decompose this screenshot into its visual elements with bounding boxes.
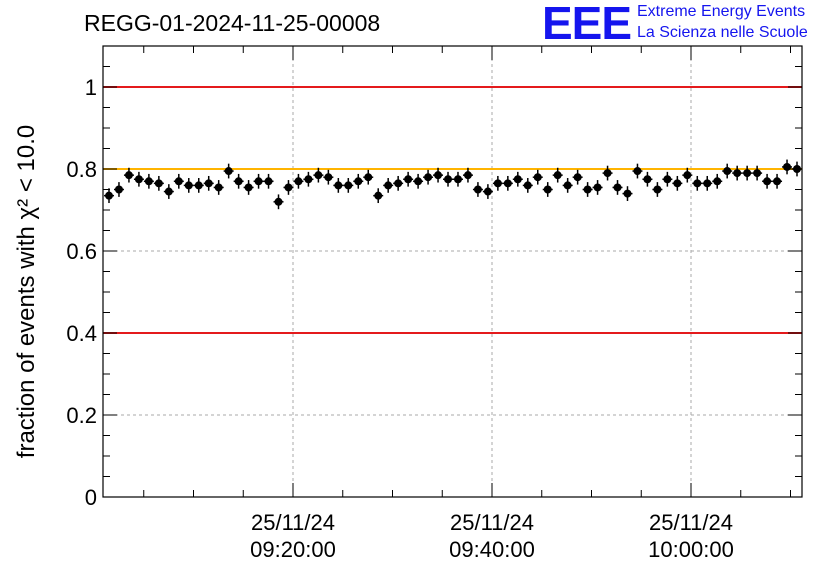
data-point [503,179,512,188]
data-point [374,191,383,200]
x-tick-time-label: 10:00:00 [648,537,734,562]
data-point [304,175,313,184]
data-point [773,177,782,186]
data-point [324,173,333,182]
data-point [463,171,472,180]
y-tick-label: 0.8 [66,157,97,182]
data-point [593,183,602,192]
data-point [673,179,682,188]
data-point [184,181,193,190]
data-point [414,177,423,186]
data-point [164,187,173,196]
data-point [723,167,732,176]
data-point [424,173,433,182]
data-point [563,181,572,190]
chart-title: REGG-01-2024-11-25-00008 [84,10,381,36]
logo-text-line2: La Scienza nelle Scuole [637,24,808,41]
x-tick-time-label: 09:40:00 [449,537,535,562]
data-point [174,177,183,186]
data-point [114,185,123,194]
eee-logo: EEE [542,0,632,49]
data-point [703,179,712,188]
data-point [105,191,113,200]
data-point [334,181,343,190]
data-point [204,179,213,188]
data-point [394,179,403,188]
data-point [444,175,453,184]
data-point [553,171,562,180]
data-point [214,183,223,192]
data-point [294,177,303,186]
data-point [623,189,632,198]
data-point [633,167,642,176]
data-point [244,183,253,192]
data-point [154,179,163,188]
x-tick-date-label: 25/11/24 [450,510,534,535]
y-axis-label: fraction of events with χ² < 10.0 [13,125,40,458]
y-tick-label: 1 [85,75,97,100]
x-tick-date-label: 25/11/24 [251,510,335,535]
data-point [793,165,801,173]
y-tick-label: 0 [85,485,97,510]
data-point [513,175,522,184]
x-tick-date-label: 25/11/24 [649,510,733,535]
data-point [573,173,582,182]
data-point [613,183,622,192]
data-point [124,171,133,180]
data-point [733,169,742,178]
y-tick-label: 0.2 [66,403,97,428]
plot-frame [102,45,803,498]
data-point [493,179,502,188]
data-point [683,171,692,180]
x-tick-time-label: 09:20:00 [250,537,336,562]
data-point [783,162,792,171]
data-point [473,185,482,194]
data-point [384,181,393,190]
y-tick-label: 0.6 [66,239,97,264]
data-point [763,177,772,186]
data-point [404,175,413,184]
data-point [693,179,702,188]
data-point [643,175,652,184]
data-point [344,181,353,190]
data-point [314,171,323,180]
y-tick-label: 0.4 [66,321,97,346]
data-point [194,181,203,190]
data-point [284,183,293,192]
data-point [543,185,552,194]
data-point [144,177,153,186]
data-point [274,197,283,206]
data-point [453,175,462,184]
data-point [234,177,243,186]
data-point [753,169,762,178]
data-point [134,175,143,184]
data-point [264,177,273,186]
data-point [663,175,672,184]
logo-text-line1: Extreme Energy Events [637,3,806,20]
data-point [533,173,542,182]
data-point [583,185,592,194]
data-point [653,185,662,194]
data-point [224,167,233,176]
data-point [713,177,722,186]
data-point [523,181,532,190]
data-point [364,173,373,182]
data-point [743,169,752,178]
data-point [434,171,443,180]
data-point [354,177,363,186]
data-point [483,187,492,196]
data-point [254,177,263,186]
data-point [603,169,612,178]
